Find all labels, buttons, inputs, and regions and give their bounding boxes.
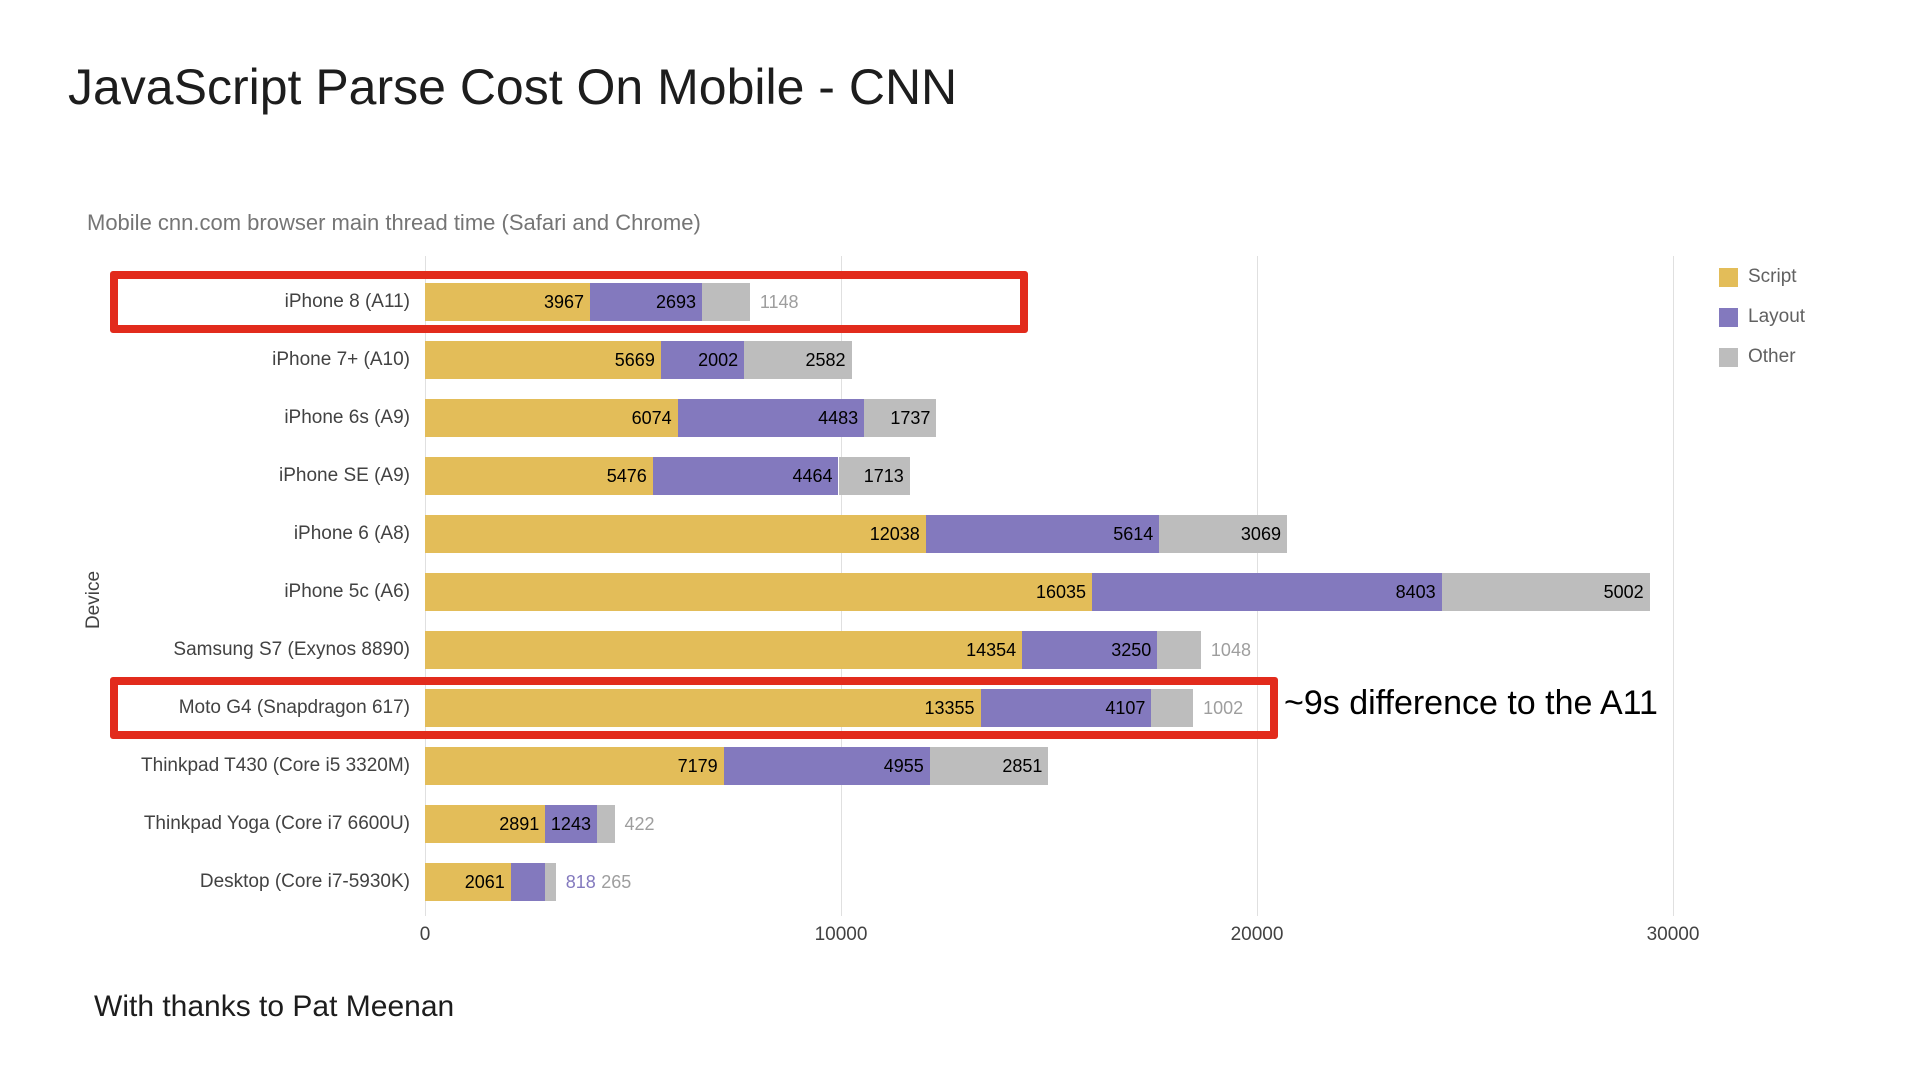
legend-item-other: Other — [1719, 346, 1796, 368]
bar-value-label: 2061 — [464, 871, 505, 892]
bar-value-label: 8403 — [1395, 581, 1436, 602]
bar-value-label: 5669 — [614, 349, 655, 370]
bar-segment-other: 2582 — [744, 341, 852, 379]
bar-value-label-outside: 422 — [624, 814, 655, 834]
category-label: iPhone 6 (A8) — [293, 523, 410, 544]
legend-label: Other — [1748, 346, 1796, 367]
bar-segment-script: 7179 — [425, 747, 724, 785]
bar-value-label: 1737 — [890, 407, 931, 428]
bar-value-label: 12038 — [869, 523, 920, 544]
bar-segment-other: 3069 — [1159, 515, 1287, 553]
bar-value-label: 3250 — [1111, 639, 1152, 660]
bar-segment-script: 12038 — [425, 515, 926, 553]
category-label: iPhone SE (A9) — [279, 465, 410, 486]
bar-segment-other — [1157, 631, 1201, 669]
category-label: Thinkpad Yoga (Core i7 6600U) — [143, 813, 410, 834]
bar-segment-script: 16035 — [425, 573, 1093, 611]
bar-segment-other: 5002 — [1441, 573, 1650, 611]
bar-value-label: 4955 — [883, 755, 924, 776]
page-title: JavaScript Parse Cost On Mobile - CNN — [68, 59, 958, 115]
annotation-text: ~9s difference to the A11 — [1284, 684, 1658, 722]
bar-segment-layout: 1243 — [545, 805, 597, 843]
bar-segment-layout: 8403 — [1092, 573, 1442, 611]
bar-value-label: 3967 — [543, 291, 585, 312]
bar-segment-other — [1151, 689, 1194, 727]
bar-value-label: 3069 — [1240, 523, 1281, 544]
bar-value-label-outside: 1048 — [1210, 640, 1251, 660]
category-label: Samsung S7 (Exynos 8890) — [173, 639, 410, 660]
bar-segment-script: 13355 — [425, 689, 981, 727]
bar-value-label: 7179 — [677, 755, 718, 776]
bar-value-label: 1243 — [550, 813, 591, 834]
bar-value-label: 6074 — [631, 407, 672, 428]
x-tick-label: 0 — [419, 924, 431, 945]
bar-value-label: 2693 — [655, 291, 697, 312]
bar-segment-layout: 5614 — [925, 515, 1160, 553]
category-label: iPhone 6s (A9) — [284, 407, 410, 428]
highlight-box — [110, 677, 1278, 739]
bar-segment-other — [596, 805, 615, 843]
bar-value-label: 2851 — [1002, 755, 1043, 776]
bar-segment-other: 1713 — [838, 457, 910, 495]
bar-segment-layout: 2002 — [660, 341, 745, 379]
category-label: iPhone 5c (A6) — [284, 581, 410, 602]
category-label: Moto G4 (Snapdragon 617) — [178, 697, 410, 718]
gridline — [1672, 256, 1674, 916]
bar-value-label: 2002 — [698, 349, 739, 370]
bar-value-label: 2891 — [499, 813, 540, 834]
bar-segment-script: 14354 — [425, 631, 1023, 669]
bar-value-label: 4107 — [1105, 697, 1146, 718]
bar-segment-script: 6074 — [425, 399, 678, 437]
category-label: Thinkpad T430 (Core i5 3320M) — [141, 755, 410, 776]
bar-segment-layout — [510, 863, 545, 901]
bar-value-label: 5002 — [1603, 581, 1644, 602]
bar-value-label: 4483 — [818, 407, 859, 428]
category-label: iPhone 7+ (A10) — [272, 349, 410, 370]
category-label: Desktop (Core i7-5930K) — [199, 871, 410, 892]
bar-segment-layout: 4464 — [652, 457, 839, 495]
chart-subtitle: Mobile cnn.com browser main thread time … — [87, 210, 701, 235]
bar-value-label: 2582 — [805, 349, 846, 370]
bar-segment-script: 2891 — [425, 805, 546, 843]
bar-segment-other — [544, 863, 556, 901]
x-tick-label: 20000 — [1230, 924, 1284, 945]
bar-segment-script: 5476 — [425, 457, 653, 495]
legend-item-layout: Layout — [1719, 306, 1805, 328]
bar-value-label-outside: 1148 — [759, 292, 799, 312]
credit-text: With thanks to Pat Meenan — [94, 990, 455, 1023]
legend-swatch-layout — [1719, 307, 1738, 327]
bar-value-label-outside: 265 — [601, 872, 632, 892]
bar-value-label: 16035 — [1035, 581, 1087, 602]
category-label: iPhone 8 (A11) — [284, 291, 410, 312]
bar-value-label: 5476 — [606, 465, 647, 486]
bar-segment-layout: 4107 — [980, 689, 1152, 727]
bar-value-label-outside: 1002 — [1203, 698, 1244, 718]
bar-segment-layout: 4955 — [723, 747, 930, 785]
bar-segment-script: 2061 — [425, 863, 511, 901]
bar-value-label: 1713 — [863, 465, 904, 486]
x-tick-label: 30000 — [1646, 924, 1700, 945]
x-tick-label: 10000 — [814, 924, 868, 945]
bar-value-label: 14354 — [966, 639, 1017, 660]
bar-segment-other: 2851 — [929, 747, 1049, 785]
bar-segment-script: 5669 — [425, 341, 661, 379]
bar-segment-layout: 3250 — [1022, 631, 1158, 669]
bar-segment-layout: 4483 — [677, 399, 865, 437]
bar-value-label: 4464 — [792, 465, 833, 486]
legend-item-script: Script — [1719, 266, 1797, 288]
bar-segment-other: 1737 — [864, 399, 937, 437]
bar-segment-other — [702, 283, 750, 321]
bar-value-label-outside: 818 — [565, 872, 596, 892]
legend-swatch-script — [1719, 267, 1738, 287]
bar-segment-layout: 2693 — [590, 283, 703, 321]
highlight-box — [110, 271, 1028, 333]
bar-value-label: 5614 — [1113, 523, 1154, 544]
bar-value-label: 13355 — [924, 697, 975, 718]
legend-label: Layout — [1748, 306, 1806, 327]
legend-swatch-other — [1719, 347, 1738, 367]
legend-label: Script — [1748, 266, 1797, 287]
bar-segment-script: 3967 — [425, 283, 591, 321]
